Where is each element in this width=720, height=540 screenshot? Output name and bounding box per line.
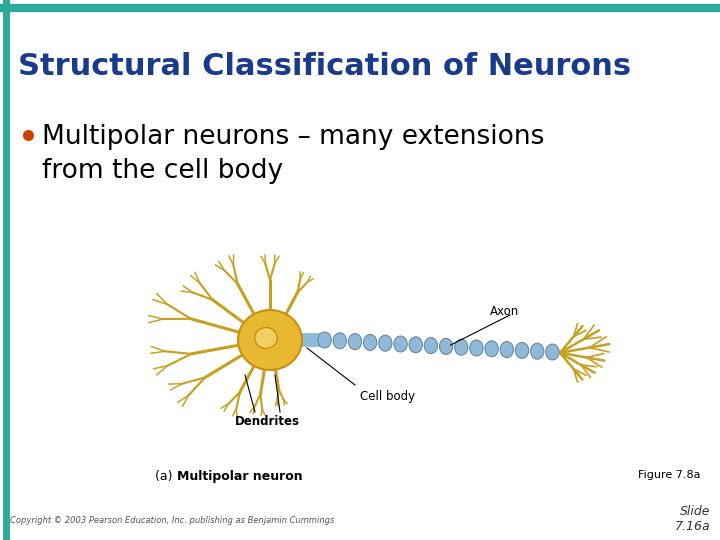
Text: Structural Classification of Neurons: Structural Classification of Neurons: [18, 52, 631, 81]
Ellipse shape: [379, 335, 392, 351]
Text: Multipolar neuron: Multipolar neuron: [177, 470, 302, 483]
Ellipse shape: [424, 338, 438, 354]
Ellipse shape: [255, 327, 277, 348]
Ellipse shape: [500, 342, 513, 357]
Ellipse shape: [333, 333, 346, 349]
Ellipse shape: [364, 334, 377, 350]
Ellipse shape: [546, 344, 559, 360]
Text: Cell body: Cell body: [360, 390, 415, 403]
Ellipse shape: [348, 334, 361, 349]
Ellipse shape: [531, 343, 544, 359]
Ellipse shape: [238, 310, 302, 370]
Ellipse shape: [439, 339, 453, 354]
Ellipse shape: [394, 336, 408, 352]
Text: Copyright © 2003 Pearson Education, Inc. publishing as Benjamin Cummings: Copyright © 2003 Pearson Education, Inc.…: [10, 516, 334, 525]
Text: Slide
7.16a: Slide 7.16a: [675, 505, 710, 533]
Text: Axon: Axon: [490, 305, 519, 318]
Ellipse shape: [485, 341, 498, 357]
Ellipse shape: [469, 340, 483, 356]
Text: Multipolar neurons – many extensions: Multipolar neurons – many extensions: [42, 124, 544, 150]
Ellipse shape: [409, 337, 423, 353]
Text: Dendrites: Dendrites: [235, 415, 300, 428]
Ellipse shape: [454, 339, 468, 355]
Text: from the cell body: from the cell body: [42, 158, 283, 184]
Ellipse shape: [516, 342, 528, 359]
Text: (a): (a): [155, 470, 181, 483]
Text: Figure 7.8a: Figure 7.8a: [637, 470, 700, 480]
Ellipse shape: [318, 332, 331, 348]
